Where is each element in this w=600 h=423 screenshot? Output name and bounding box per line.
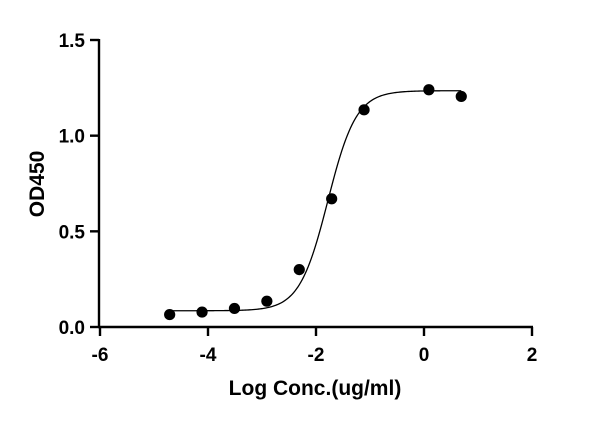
x-tick-label: 2 <box>527 345 538 366</box>
x-tick-label: -6 <box>92 345 109 366</box>
x-tick-label: -2 <box>308 345 325 366</box>
data-point <box>293 264 305 276</box>
axes <box>97 39 533 329</box>
data-point <box>455 90 467 103</box>
x-tick-label: -4 <box>200 345 217 366</box>
y-axis-ticks: 0.0 0.5 1.0 1.5 <box>59 31 99 339</box>
x-axis-title: Log Conc.(ug/ml) <box>229 377 402 400</box>
data-point <box>196 306 208 318</box>
y-tick-label: 0.5 <box>59 222 86 243</box>
x-tick-label: 0 <box>419 345 430 366</box>
fit-curve <box>169 90 462 312</box>
data-points <box>164 84 467 321</box>
data-point <box>326 193 338 205</box>
x-axis-ticks: -6 -4 -2 0 2 <box>92 327 538 366</box>
data-point <box>423 84 435 96</box>
y-tick-label: 1.0 <box>59 127 85 148</box>
y-axis-title: OD450 <box>26 151 49 218</box>
data-point <box>164 308 176 321</box>
y-tick-label: 0.0 <box>59 318 85 339</box>
data-point <box>358 104 370 116</box>
y-tick-label: 1.5 <box>59 31 86 52</box>
data-point <box>261 295 273 307</box>
data-point <box>228 302 241 315</box>
